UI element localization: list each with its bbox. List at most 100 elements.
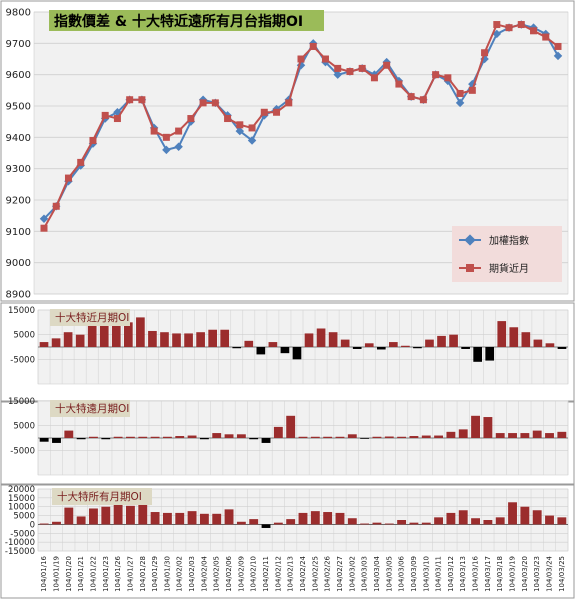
- near-month-bar: [51, 338, 61, 347]
- futures-point: [481, 49, 489, 57]
- index-point: [455, 98, 465, 108]
- date-tick-label: 104/03/06: [398, 555, 406, 591]
- all-month-bar: [187, 511, 197, 525]
- near-month-bar: [473, 347, 482, 362]
- futures-point: [309, 42, 317, 50]
- near-month-grid: [37, 309, 569, 384]
- all-month-bar: [138, 503, 148, 525]
- date-tick-label: 104/02/02: [176, 556, 184, 592]
- near-month-oi-chart: -5000 5000 15000 十大特近月期OI: [0, 302, 575, 402]
- near-month-bar: [99, 321, 109, 347]
- main-y-tick-label: 9300: [6, 164, 31, 175]
- date-tick-label: 104/02/24: [299, 555, 307, 591]
- near-month-bar: [509, 327, 519, 347]
- futures-point: [77, 158, 85, 166]
- near-month-bar: [256, 347, 266, 355]
- all-month-bar: [298, 512, 308, 525]
- futures-point: [199, 99, 207, 107]
- legend-label-futures: 期貨近月: [489, 262, 529, 275]
- near-month-bar: [533, 339, 543, 347]
- far-month-bar: [113, 436, 123, 438]
- date-tick-label: 104/03/03: [361, 556, 369, 592]
- date-tick-label: 104/02/10: [250, 556, 258, 592]
- near-month-bar: [449, 334, 458, 347]
- date-tick-label: 104/02/25: [311, 556, 319, 592]
- far-month-bar: [224, 434, 234, 438]
- near-month-title-box: [50, 309, 130, 326]
- near-month-bar: [292, 347, 302, 360]
- far-month-bar: [76, 438, 86, 440]
- far-month-bar: [384, 436, 394, 438]
- far-month-bar: [458, 429, 468, 438]
- all-month-bar: [409, 522, 419, 525]
- futures-point: [260, 108, 268, 116]
- all-month-bar: [323, 512, 333, 525]
- date-tick-label: 104/03/20: [521, 556, 529, 592]
- all-month-bars: [39, 502, 567, 528]
- near-month-bar: [111, 319, 121, 347]
- all-month-bar: [495, 517, 505, 525]
- all-month-bar: [89, 508, 98, 525]
- futures-point: [358, 64, 366, 72]
- far-month-bar: [347, 434, 357, 438]
- near-month-bars: [39, 317, 567, 362]
- far-month-bar: [212, 433, 222, 438]
- near-month-bar: [63, 332, 73, 347]
- all-month-bar: [508, 502, 517, 525]
- futures-point: [273, 108, 281, 116]
- near-month-bar: [160, 332, 169, 347]
- date-tick-label: 104/03/12: [447, 556, 455, 592]
- near-month-bar: [413, 347, 422, 349]
- near-month-bar: [389, 342, 398, 347]
- far-month-bar: [483, 417, 493, 438]
- main-y-tick-label: 9700: [6, 39, 31, 50]
- far-month-y-tick-label: 15000: [8, 397, 35, 407]
- main-title-background: [49, 10, 324, 31]
- all-month-bar: [397, 520, 407, 525]
- date-tick-label: 104/03/19: [509, 556, 517, 592]
- date-tick-label: 104/03/23: [533, 556, 541, 592]
- near-month-bar: [268, 342, 278, 347]
- all-month-title: 十大特所有月期OI: [57, 490, 142, 503]
- date-tick-label: 104/02/04: [200, 555, 208, 591]
- near-month-y-tick-label: 5000: [13, 331, 35, 341]
- date-tick-label: 104/02/26: [324, 555, 332, 591]
- date-tick-label: 104/02/06: [225, 555, 233, 591]
- date-tick-label: 104/03/02: [348, 556, 356, 592]
- all-month-bar: [76, 516, 86, 525]
- far-month-bar: [372, 436, 382, 438]
- all-month-y-tick-label: -15000: [5, 547, 35, 557]
- futures-point: [248, 124, 256, 132]
- all-month-y-tick-label: 0: [30, 520, 35, 530]
- main-chart-title: 指數價差 & 十大特近遠所有月台指期OI: [54, 13, 303, 30]
- all-month-y-tick-label: 5000: [13, 512, 35, 522]
- date-tick-label: 104/01/22: [89, 556, 97, 592]
- all-month-bar: [360, 523, 370, 525]
- date-tick-label: 104/01/27: [126, 556, 134, 592]
- far-month-bar: [162, 436, 172, 438]
- all-month-bar: [101, 506, 111, 525]
- date-tick-label: 104/01/21: [77, 556, 85, 592]
- all-month-bar: [286, 519, 296, 525]
- all-month-y-tick-label: 20000: [8, 485, 35, 495]
- legend-marker-futures: [466, 264, 474, 272]
- far-month-bar: [495, 433, 505, 438]
- far-month-bar: [150, 436, 160, 438]
- all-month-bar: [126, 505, 135, 525]
- far-month-bar: [249, 438, 259, 440]
- futures-point: [432, 71, 440, 79]
- near-month-bar: [328, 332, 338, 347]
- futures-point: [370, 74, 378, 82]
- near-month-bar: [208, 329, 217, 347]
- far-month-bars: [39, 415, 567, 443]
- far-month-bar: [261, 438, 271, 443]
- all-month-bar: [175, 512, 185, 525]
- all-month-y-tick-label: -10000: [5, 538, 35, 548]
- near-month-bar: [437, 335, 446, 347]
- far-month-bar: [199, 438, 209, 440]
- all-month-bar: [261, 524, 271, 528]
- date-tick-label: 104/01/30: [163, 556, 171, 592]
- all-month-y-tick-label: 10000: [8, 503, 35, 513]
